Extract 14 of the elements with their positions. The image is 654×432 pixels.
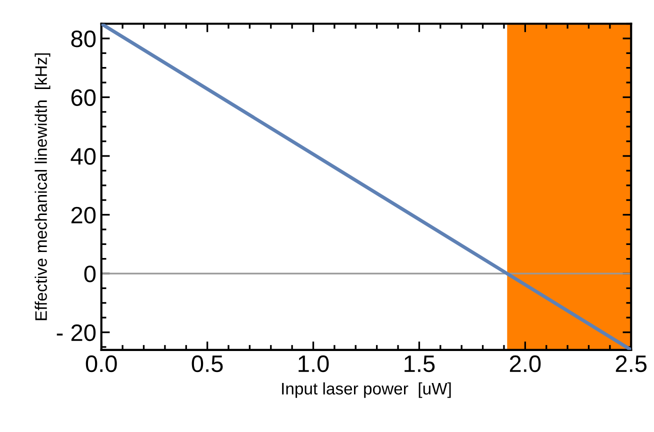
x-tick-label: 0.0 xyxy=(86,355,117,372)
y-tick-label: 80 xyxy=(71,30,96,48)
x-axis-title: Input laser power [uW] xyxy=(282,382,451,398)
y-tick-label: - 20 xyxy=(56,324,96,342)
x-tick-label: 2.5 xyxy=(616,355,647,372)
y-tick-label: 0 xyxy=(84,266,96,282)
y-axis-title: Effective mechanical linewidth [kHz] xyxy=(34,53,50,320)
x-tick-label: 1.0 xyxy=(298,355,329,372)
y-tick-label: 60 xyxy=(71,89,96,106)
y-tick-label: 40 xyxy=(70,148,96,165)
y-tick-label: 20 xyxy=(71,206,96,224)
x-tick-label: 1.5 xyxy=(404,356,435,372)
x-tick-label: 2.0 xyxy=(510,355,541,372)
x-tick-label: 0.5 xyxy=(192,355,223,372)
